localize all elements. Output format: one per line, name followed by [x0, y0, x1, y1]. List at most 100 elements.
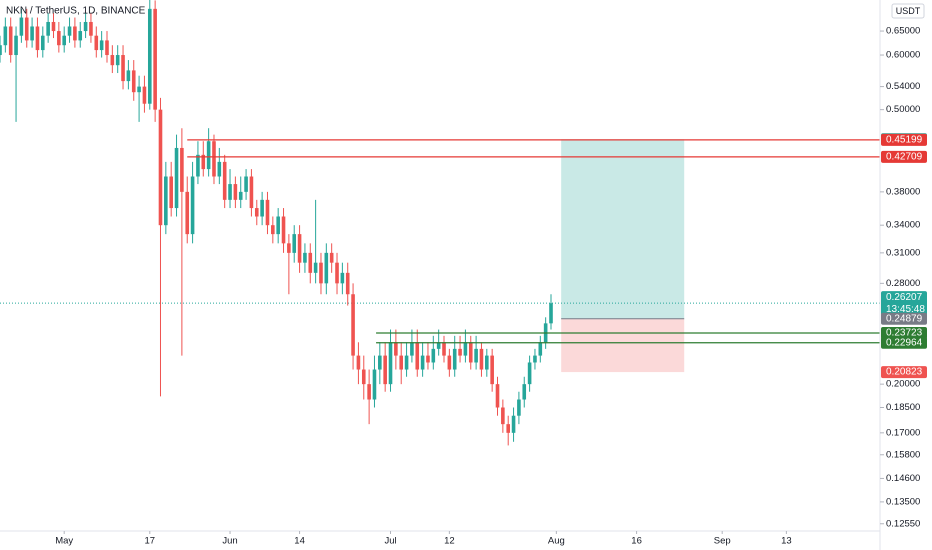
candle-body: [308, 252, 313, 273]
candle-body: [431, 348, 436, 363]
candle-body: [40, 35, 45, 51]
candle-body: [313, 262, 318, 273]
candle-body: [35, 26, 40, 51]
candle-body: [110, 55, 115, 66]
candle-body: [238, 191, 243, 200]
candle-body: [340, 272, 345, 284]
candle-body: [410, 342, 414, 356]
x-tick-label: 12: [444, 536, 455, 547]
candle-body: [485, 355, 489, 370]
candle-body: [271, 225, 275, 235]
candle-body: [276, 216, 280, 235]
y-tick-label: 0.14600: [886, 473, 920, 484]
y-tick-label: 0.38000: [886, 186, 920, 197]
candle-body: [265, 199, 270, 226]
x-tick-label: Jun: [222, 536, 237, 547]
candle-body: [126, 70, 131, 82]
candle-body: [394, 342, 398, 356]
candle-body: [24, 17, 29, 41]
candle-body: [254, 208, 259, 217]
candle-body: [131, 70, 136, 93]
y-tick-label: 0.17000: [886, 427, 920, 438]
candle-body: [479, 348, 484, 370]
x-tick-label: Sep: [714, 536, 731, 547]
candle-body: [319, 262, 323, 284]
candle-body: [164, 176, 168, 226]
last-price-badge-bg: [881, 291, 927, 316]
candle-body: [99, 40, 104, 51]
level-badge-bg: [881, 336, 927, 349]
candle-body: [399, 355, 404, 370]
candle-body: [180, 147, 184, 192]
candle-body: [490, 355, 494, 385]
candle-body: [335, 262, 339, 284]
candle-body: [137, 86, 141, 93]
candle-body: [169, 176, 173, 209]
x-tick-label: Jul: [384, 536, 396, 547]
candle-body: [287, 243, 291, 253]
candle-body: [367, 384, 371, 400]
candle-body: [174, 147, 179, 209]
candle-body: [260, 199, 264, 217]
level-badge: 0.45199: [886, 135, 923, 146]
candle-body: [0, 45, 2, 56]
currency-label: USDT: [896, 6, 921, 16]
y-tick-label: 0.50000: [886, 104, 920, 115]
stop-badge: 0.20823: [886, 367, 923, 378]
x-tick-label: 13: [781, 536, 792, 547]
level-badge: 0.23723: [886, 328, 923, 339]
candle-body: [378, 355, 382, 370]
candle-body: [201, 154, 206, 170]
y-tick-label: 0.34000: [886, 220, 920, 231]
candle-body: [345, 272, 350, 295]
candle-body: [538, 342, 543, 356]
candle-body: [511, 415, 516, 433]
candle-body: [506, 424, 511, 433]
candle-body: [67, 26, 72, 36]
candle-body: [142, 86, 147, 104]
candle-body: [495, 384, 500, 408]
candle-body: [196, 154, 200, 177]
y-tick-label: 0.15800: [886, 449, 920, 460]
candle-body: [115, 55, 120, 66]
candle-body: [185, 191, 190, 235]
y-tick-label: 0.65000: [886, 26, 920, 37]
candle-body: [147, 8, 152, 104]
candle-body: [361, 369, 366, 385]
candle-body: [324, 252, 329, 284]
candle-body: [372, 369, 377, 400]
chart-title: NKN / TetherUS, 1D, BINANCE: [6, 6, 146, 17]
x-tick-label: 16: [631, 536, 642, 547]
candle-body: [14, 35, 18, 56]
candle-body: [522, 384, 527, 400]
candle-body: [57, 31, 61, 46]
candle-body: [303, 252, 307, 263]
stop-zone: [561, 318, 685, 373]
candle-body: [463, 342, 468, 356]
candle-body: [73, 26, 77, 41]
candle-body: [89, 21, 93, 36]
candle-body: [517, 399, 521, 416]
level-badge-bg: [881, 150, 927, 163]
x-tick-label: Aug: [548, 536, 565, 547]
candle-body: [501, 407, 505, 425]
y-tick-label: 0.60000: [886, 50, 920, 61]
candle-body: [190, 176, 195, 235]
entry-badge: 0.24879: [886, 313, 923, 324]
candle-body: [388, 342, 393, 385]
candle-body: [404, 355, 409, 370]
candle-body: [329, 252, 334, 263]
candle-body: [206, 141, 211, 170]
candle-body: [281, 216, 286, 244]
candle-body: [233, 184, 238, 200]
candle-body: [105, 40, 109, 56]
candle-body: [420, 355, 425, 370]
candle-body: [527, 362, 532, 385]
candle-body: [292, 234, 297, 253]
stop-badge-bg: [881, 366, 927, 379]
y-tick-label: 0.31000: [886, 247, 920, 258]
candle-body: [228, 184, 232, 200]
candle-body: [30, 26, 34, 41]
